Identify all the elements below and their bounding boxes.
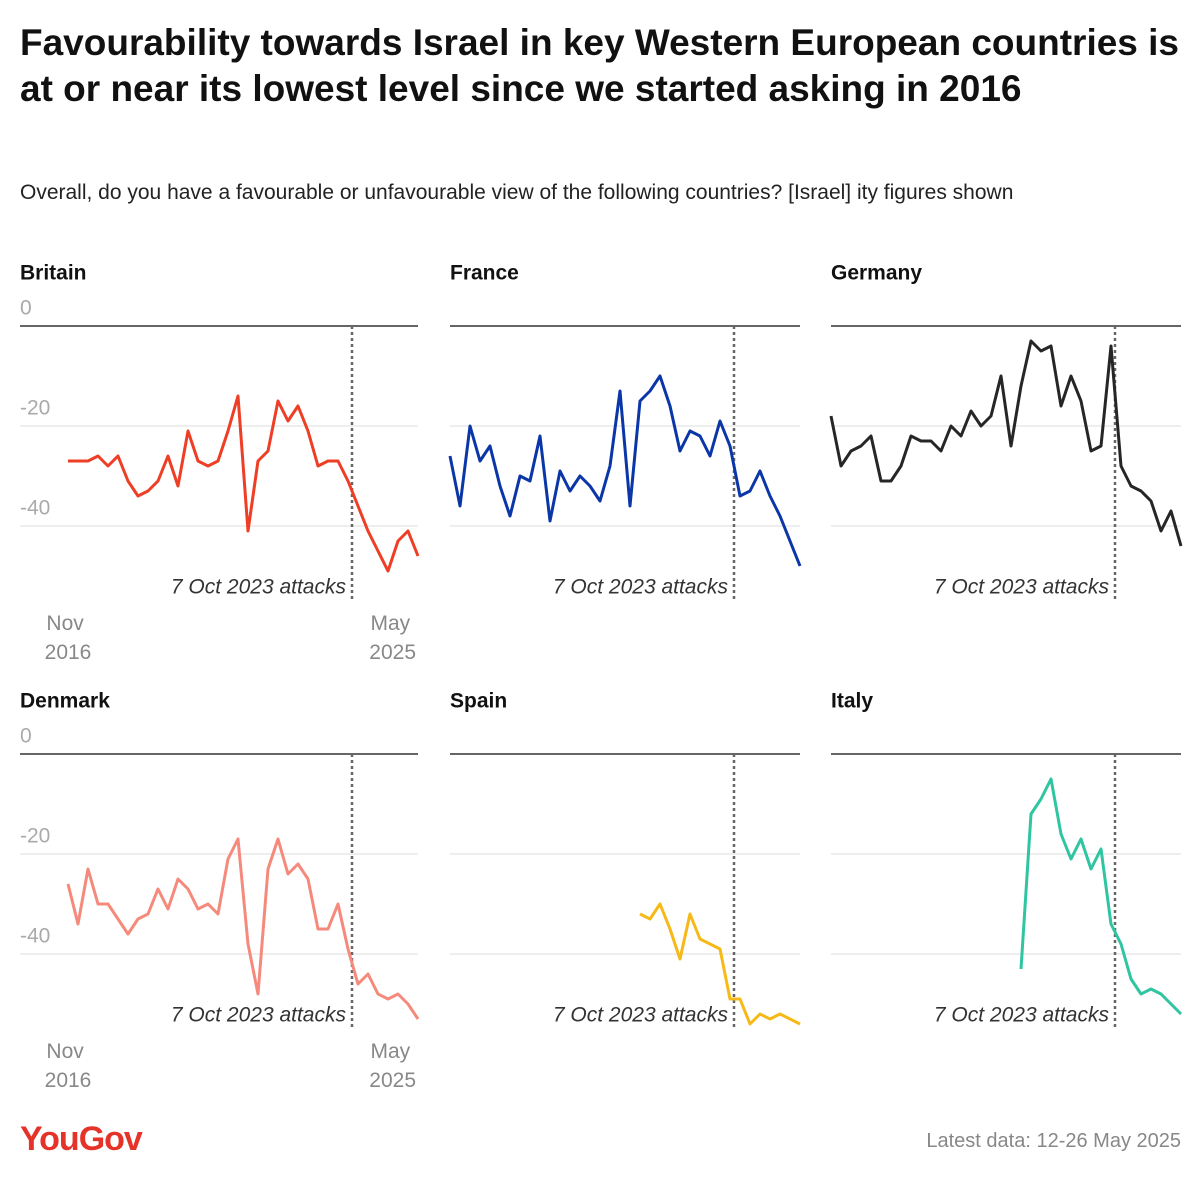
y-tick-label: -20 [20,397,50,420]
subtitle: Overall, do you have a favourable or unf… [20,181,1014,204]
panel-title: Denmark [20,690,110,713]
series-line [639,902,801,1026]
event-label: 7 Oct 2023 attacks [553,576,729,599]
panel-title: Italy [831,690,873,713]
y-tick-label: -40 [20,497,50,520]
series-line [66,837,420,1020]
x-tick-label: Nov 2016 [45,612,92,664]
panel-title: Spain [450,690,507,713]
x-tick-label: May 2025 [369,1040,416,1092]
series-line [448,374,802,567]
panel-title: France [450,262,519,285]
event-label: 7 Oct 2023 attacks [171,1004,347,1027]
event-label: 7 Oct 2023 attacks [171,576,347,599]
event-label: 7 Oct 2023 attacks [553,1004,729,1027]
y-tick-label: -40 [20,925,50,948]
event-label: 7 Oct 2023 attacks [934,576,1110,599]
title: Favourability towards Israel in key West… [20,22,1180,109]
series-line [1019,777,1183,1016]
x-tick-label: Nov 2016 [45,1040,92,1092]
y-tick-label: 0 [20,297,32,320]
panel-title: Britain [20,262,87,285]
series-line [68,394,420,573]
logo: YouGov [20,1120,143,1158]
series-line [829,339,1183,547]
note: Latest data: 12-26 May 2025 [926,1130,1181,1152]
panel-title: Germany [831,262,922,285]
y-tick-label: -20 [20,825,50,848]
y-tick-label: 0 [20,725,32,748]
event-label: 7 Oct 2023 attacks [934,1004,1110,1027]
x-tick-label: May 2025 [369,612,416,664]
